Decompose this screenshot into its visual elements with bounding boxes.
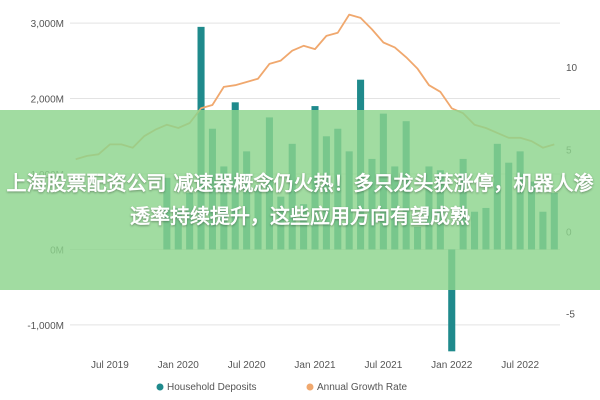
- legend-marker-annual-growth-rate: [306, 383, 314, 391]
- x-tick-label: Jul 2020: [228, 360, 266, 371]
- x-tick-label: Jan 2021: [294, 360, 336, 371]
- headline-text: 上海股票配资公司 减速器概念仍火热！多只龙头获涨停，机器人渗透率持续提升，这些应…: [6, 171, 594, 228]
- y-right-tick-label: -5: [566, 310, 575, 321]
- legend-label-annual-growth-rate: Annual Growth Rate: [317, 382, 407, 393]
- x-tick-label: Jan 2020: [158, 360, 200, 371]
- legend-marker-household-deposits: [156, 383, 164, 391]
- bar-2022-01: [448, 249, 456, 352]
- y-left-tick-label: -1,000M: [27, 321, 64, 332]
- x-tick-label: Jul 2021: [364, 360, 402, 371]
- x-tick-label: Jul 2019: [91, 360, 129, 371]
- legend: Household Deposits Annual Growth Rate: [156, 382, 407, 393]
- y-right-tick-label: 10: [566, 63, 578, 74]
- x-tick-label: Jan 2022: [431, 360, 473, 371]
- y-left-tick-label: 3,000M: [31, 19, 64, 30]
- y-left-tick-label: 2,000M: [31, 95, 64, 106]
- x-tick-label: Jul 2022: [501, 360, 539, 371]
- headline-banner: 上海股票配资公司 减速器概念仍火热！多只龙头获涨停，机器人渗透率持续提升，这些应…: [0, 110, 600, 290]
- legend-label-household-deposits: Household Deposits: [167, 382, 257, 393]
